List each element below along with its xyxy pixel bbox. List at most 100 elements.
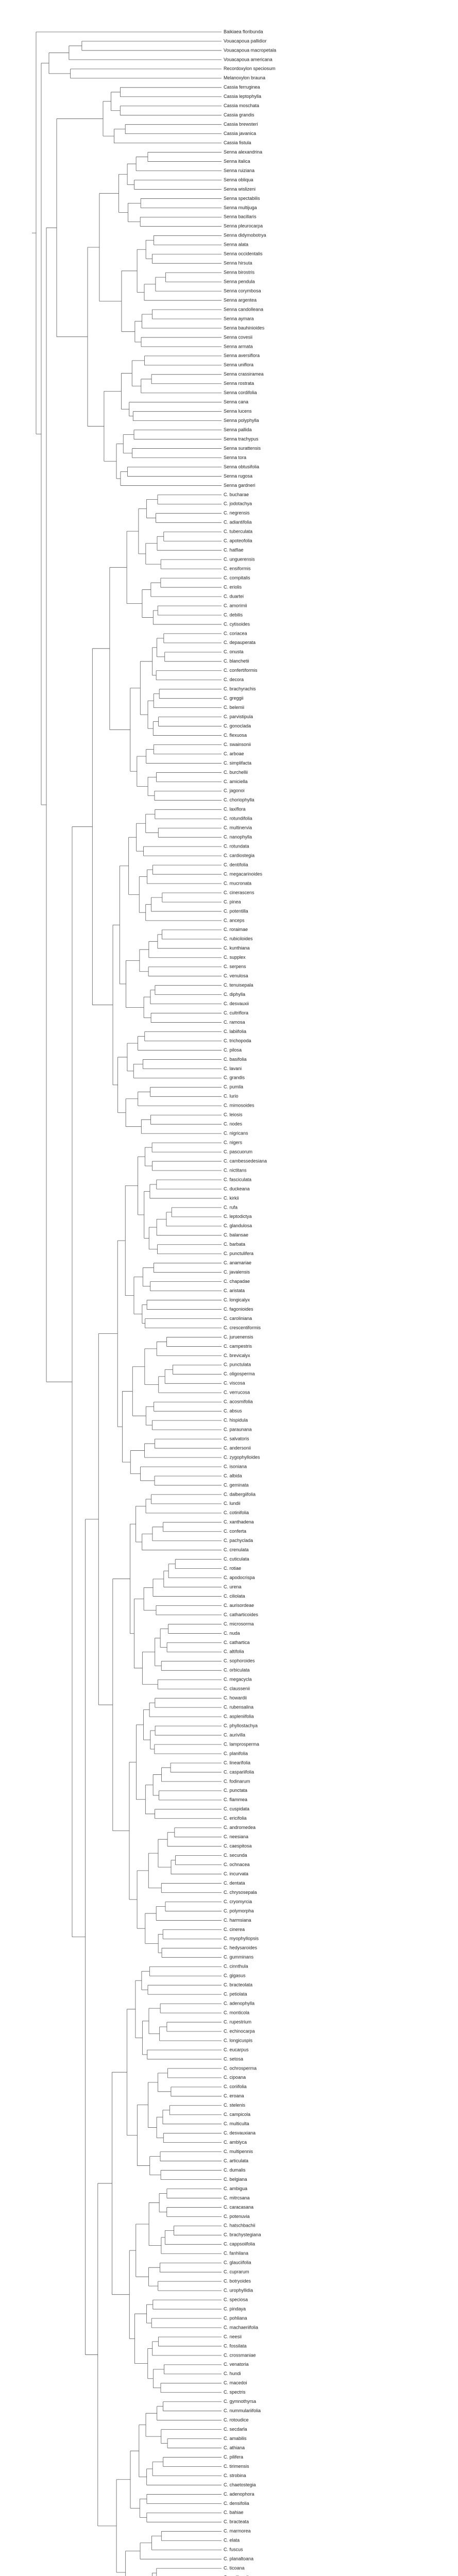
taxon-label: C. cuticulata (224, 1556, 249, 1562)
taxon-label: C. densifolia (224, 2501, 249, 2506)
taxon-label: C. rotundata (224, 844, 249, 849)
taxon-label: C. lamprosperma (224, 1741, 259, 1747)
taxon-label: C. cuprarum (224, 2269, 249, 2275)
taxon-label: C. adenophylla (224, 2001, 255, 2006)
taxon-label: C. urena (224, 1584, 242, 1589)
taxon-label: C. botryoides (224, 2279, 251, 2284)
taxon-label: C. simplifacta (224, 760, 251, 766)
taxon-label: C. marmorea (224, 2529, 251, 2534)
taxon-label: C. setosa (224, 2056, 243, 2061)
taxon-label: C. unguerensis (224, 557, 255, 562)
taxon-label: C. venulosa (224, 973, 248, 978)
taxon-label: C. blanchetii (224, 658, 249, 664)
taxon-label: C. longicalyx (224, 1297, 250, 1302)
taxon-label: C. mitrcsana (224, 2195, 250, 2200)
taxon-label: C. adiantifolia (224, 520, 252, 525)
taxon-label: C. brevicalyx (224, 1353, 250, 1358)
taxon-label: C. pindaya (224, 2306, 246, 2311)
taxon-label: C. chrysosepala (224, 1890, 257, 1895)
taxon-label: Senna trachypus (224, 436, 259, 442)
taxon-label: C. belgiana (224, 2177, 247, 2182)
taxon-label: Senna uniflora (224, 362, 253, 367)
taxon-label: C. caspariifolia (224, 1769, 254, 1774)
taxon-label: C. basifolia (224, 1057, 247, 1062)
taxon-label: Senna alata (224, 242, 248, 247)
taxon-label: Senna armata (224, 344, 253, 349)
taxon-label: C. nigers (224, 1140, 243, 1145)
taxon-label: Senna polyphylla (224, 418, 259, 423)
taxon-label: C. cinerascens (224, 890, 255, 895)
taxon-label: C. eriolis (224, 584, 242, 589)
taxon-label: C. chaetostegia (224, 2482, 256, 2487)
taxon-label: C. neesii (224, 2334, 242, 2339)
taxon-label: C. juruenensis (224, 1334, 253, 1340)
taxon-label: C. nummulariifolia (224, 2408, 261, 2413)
taxon-label: C. jagonoi (224, 788, 245, 793)
taxon-label: C. flexuosa (224, 733, 247, 738)
taxon-label: C. macedoi (224, 2380, 247, 2385)
taxon-label: C. caespitosa (224, 1843, 252, 1849)
taxon-label: C. secdarla (224, 2427, 247, 2432)
taxon-label: C. salvatoris (224, 1436, 249, 1441)
taxon-label: Senna aversiflora (224, 353, 260, 358)
taxon-label: C. belemii (224, 705, 244, 710)
taxon-label: C. athiana (224, 2445, 245, 2450)
taxon-label: Senna lucens (224, 409, 252, 414)
taxon-label: Cassia javanica (224, 131, 256, 136)
taxon-label: C. duartei (224, 594, 244, 599)
taxon-label: C. caracasana (224, 2205, 253, 2210)
taxon-label: C. jodotachya (224, 501, 252, 506)
taxon-label: Senna alexandrina (224, 149, 262, 155)
taxon-label: C. campestris (224, 1344, 252, 1349)
taxon-label: C. brachyrachis (224, 686, 256, 691)
taxon-label: C. paraunana (224, 1427, 252, 1432)
taxon-label: C. rupestrium (224, 2019, 251, 2024)
taxon-label: C. petiolata (224, 1992, 247, 1997)
taxon-label: C. hatfiae (224, 548, 244, 553)
taxon-label: C. supplex (224, 955, 246, 960)
taxon-label: C. tuberculata (224, 529, 252, 534)
taxon-label: Senna multijuga (224, 205, 257, 210)
taxon-label: C. cipoana (224, 2075, 246, 2080)
taxon-label: C. bracteolata (224, 1982, 252, 1988)
taxon-label: C. dentifolia (224, 862, 248, 867)
taxon-label: C. balansae (224, 1232, 248, 1238)
taxon-label: C. albida (224, 1473, 242, 1478)
taxon-label: C. adenophora (224, 2492, 255, 2497)
taxon-label: C. lavani (224, 1066, 242, 1071)
taxon-label: Senna cordifolia (224, 390, 257, 395)
taxon-label: C. oligosperma (224, 1371, 255, 1377)
taxon-label: C. potentilla (224, 908, 248, 913)
taxon-label: C. andromedea (224, 1825, 256, 1830)
taxon-label: C. punctulifera (224, 1251, 253, 1256)
taxon-label: C. xanthadena (224, 1519, 254, 1524)
taxon-label: C. debilis (224, 612, 243, 617)
taxon-label: C. cardiostegia (224, 853, 255, 858)
taxon-label: Senna corymbosa (224, 288, 261, 293)
taxon-label: C. dalbergiifolia (224, 1492, 256, 1497)
taxon-label: C. cuspidata (224, 1806, 249, 1811)
taxon-label: C. venatoria (224, 2362, 249, 2367)
taxon-label: C. eucarpus (224, 2047, 249, 2052)
taxon-label: Senna bacillaris (224, 214, 257, 219)
taxon-label: C. cytisoides (224, 621, 250, 626)
taxon-label: C. neesiana (224, 1834, 248, 1839)
taxon-label: C. flammea (224, 1797, 247, 1802)
taxon-label: C. decora (224, 677, 244, 682)
taxon-label: C. howardii (224, 1696, 247, 1701)
taxon-label: C. campicola (224, 2112, 250, 2117)
taxon-label: C. amabilis (224, 2436, 247, 2441)
taxon-label: Senna occidentalis (224, 251, 263, 257)
taxon-label: C. cotinifolia (224, 1510, 249, 1515)
taxon-label: C. phyllostachya (224, 1723, 258, 1728)
taxon-label: C. ticoana (224, 2566, 245, 2571)
taxon-label: C. gonoclada (224, 723, 251, 728)
taxon-label: C. gumminans (224, 1955, 254, 1960)
taxon-label: C. aurivilla (224, 1732, 245, 1737)
taxon-label: C. cambessedesiana (224, 1158, 267, 1163)
taxon-label: C. ensiformis (224, 566, 251, 571)
taxon-label: Senna candolleana (224, 307, 263, 312)
taxon-label: Recordoxylon speciosum (224, 66, 276, 71)
taxon-label: C. punctata (224, 1788, 247, 1793)
taxon-label: C. serpens (224, 964, 246, 969)
